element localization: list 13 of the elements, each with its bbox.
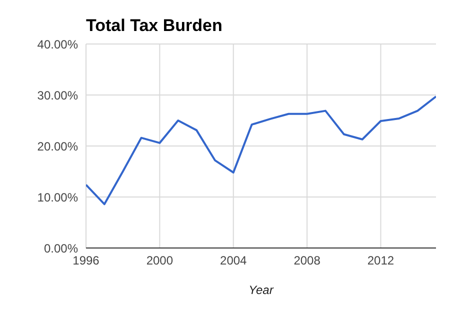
- line-series: [86, 96, 436, 206]
- y-tick-label: 10.00%: [37, 190, 78, 204]
- x-tick-label: 2012: [367, 254, 394, 268]
- x-tick-label: 1996: [72, 254, 100, 268]
- chart-title: Total Tax Burden: [86, 16, 222, 36]
- x-axis-title: Year: [248, 283, 274, 297]
- y-tick-label: 20.00%: [37, 139, 78, 154]
- x-tick-label: 2004: [220, 254, 248, 268]
- x-tick-label: 2008: [294, 254, 321, 268]
- y-tick-label: 30.00%: [37, 88, 78, 102]
- y-tick-label: 40.00%: [37, 37, 78, 52]
- y-tick-label: 0.00%: [44, 241, 78, 256]
- x-tick-label: 2000: [146, 254, 174, 268]
